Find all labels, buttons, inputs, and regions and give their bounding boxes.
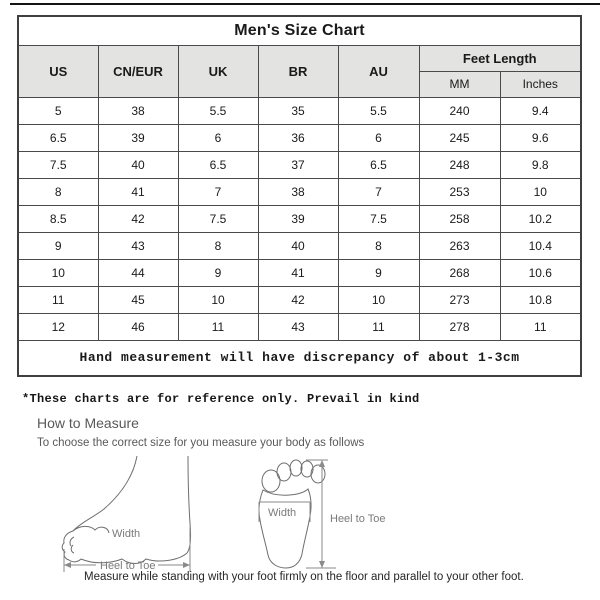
size-cell: 9.6 bbox=[499, 123, 582, 152]
how-to-measure-title: How to Measure bbox=[37, 415, 139, 431]
size-cell: 38 bbox=[97, 96, 179, 125]
size-cell: 10.6 bbox=[499, 258, 582, 287]
table-row: 5 38 5.5 35 5.5 240 9.4 bbox=[17, 96, 582, 125]
table-row: 10 44 9 41 9 268 10.6 bbox=[17, 258, 582, 287]
size-cell: 40 bbox=[97, 150, 179, 179]
header-row: US CN/EUR UK BR AU Feet Length bbox=[17, 44, 582, 98]
size-cell: 11 bbox=[17, 285, 99, 314]
col-header-cn-eur: CN/EUR bbox=[97, 44, 179, 98]
size-cell: 42 bbox=[257, 285, 339, 314]
table-row: 8 41 7 38 7 253 10 bbox=[17, 177, 582, 206]
size-cell: 42 bbox=[97, 204, 179, 233]
size-cell: 7.5 bbox=[337, 204, 420, 233]
col-header-mm: MM bbox=[418, 70, 501, 98]
side-width-label: Width bbox=[112, 528, 140, 540]
table-row: 9 43 8 40 8 263 10.4 bbox=[17, 231, 582, 260]
size-cell: 7.5 bbox=[17, 150, 99, 179]
size-cell: 43 bbox=[97, 231, 179, 260]
col-header-inches: Inches bbox=[499, 70, 582, 98]
size-cell: 8 bbox=[177, 231, 259, 260]
size-cell: 46 bbox=[97, 312, 179, 341]
sub-header-row: MM Inches bbox=[18, 70, 582, 98]
table-footer-note: Hand measurement will have discrepancy o… bbox=[17, 339, 582, 377]
size-cell: 5 bbox=[17, 96, 99, 125]
col-header-uk: UK bbox=[177, 44, 259, 98]
size-cell: 10 bbox=[177, 285, 259, 314]
size-cell: 5.5 bbox=[177, 96, 259, 125]
size-cell: 7.5 bbox=[177, 204, 259, 233]
size-cell: 258 bbox=[418, 204, 501, 233]
size-cell: 36 bbox=[257, 123, 339, 152]
reference-note: *These charts are for reference only. Pr… bbox=[22, 392, 420, 406]
size-cell: 10 bbox=[337, 285, 420, 314]
size-cell: 6.5 bbox=[337, 150, 420, 179]
size-cell: 10.2 bbox=[499, 204, 582, 233]
foot-sole-view-illustration: Width Heel to Toe bbox=[258, 459, 385, 569]
col-header-br: BR bbox=[257, 44, 339, 98]
size-cell: 43 bbox=[257, 312, 339, 341]
size-cell: 35 bbox=[257, 96, 339, 125]
size-cell: 7 bbox=[177, 177, 259, 206]
size-cell: 6.5 bbox=[17, 123, 99, 152]
size-cell: 37 bbox=[257, 150, 339, 179]
col-header-us: US bbox=[17, 44, 99, 98]
size-cell: 41 bbox=[257, 258, 339, 287]
size-cell: 6 bbox=[177, 123, 259, 152]
size-cell: 39 bbox=[257, 204, 339, 233]
size-cell: 9 bbox=[17, 231, 99, 260]
size-cell: 10 bbox=[499, 177, 582, 206]
size-cell: 7 bbox=[337, 177, 420, 206]
size-cell: 39 bbox=[97, 123, 179, 152]
size-cell: 268 bbox=[418, 258, 501, 287]
size-cell: 11 bbox=[337, 312, 420, 341]
size-cell: 6 bbox=[337, 123, 420, 152]
table-row: 8.5 42 7.5 39 7.5 258 10.2 bbox=[17, 204, 582, 233]
table-row: 6.5 39 6 36 6 245 9.6 bbox=[17, 123, 582, 152]
size-cell: 41 bbox=[97, 177, 179, 206]
size-cell: 10 bbox=[17, 258, 99, 287]
size-cell: 12 bbox=[17, 312, 99, 341]
size-cell: 9 bbox=[177, 258, 259, 287]
size-cell: 11 bbox=[177, 312, 259, 341]
size-rows-body: 5 38 5.5 35 5.5 240 9.4 6.5 39 6 36 6 245 9.6 7.5 40 6.5… bbox=[17, 96, 582, 341]
size-cell: 253 bbox=[418, 177, 501, 206]
size-cell: 8 bbox=[337, 231, 420, 260]
sole-heel-to-toe-label: Heel to Toe bbox=[330, 513, 385, 525]
size-cell: 248 bbox=[418, 150, 501, 179]
chart-title: Men's Size Chart bbox=[17, 15, 582, 46]
size-cell: 44 bbox=[97, 258, 179, 287]
size-cell: 9 bbox=[337, 258, 420, 287]
side-heel-to-toe-label: Heel to Toe bbox=[100, 560, 155, 572]
foot-side-view-illustration: Width Heel to Toe bbox=[61, 455, 192, 572]
table-row: 12 46 11 43 11 278 11 bbox=[17, 312, 582, 341]
top-divider-line bbox=[10, 3, 600, 5]
size-cell: 9.4 bbox=[499, 96, 582, 125]
sole-width-label: Width bbox=[268, 507, 296, 519]
size-cell: 10.8 bbox=[499, 285, 582, 314]
size-cell: 245 bbox=[418, 123, 501, 152]
size-cell: 240 bbox=[418, 96, 501, 125]
size-chart-table: Men's Size Chart US CN/EUR UK BR AU Feet… bbox=[17, 15, 583, 377]
size-cell: 278 bbox=[418, 312, 501, 341]
table-row: 11 45 10 42 10 273 10.8 bbox=[17, 285, 582, 314]
col-header-au: AU bbox=[337, 44, 420, 98]
title-row: Men's Size Chart bbox=[17, 15, 582, 46]
table-row: 7.5 40 6.5 37 6.5 248 9.8 bbox=[17, 150, 582, 179]
size-cell: 8 bbox=[17, 177, 99, 206]
size-cell: 40 bbox=[257, 231, 339, 260]
size-cell: 38 bbox=[257, 177, 339, 206]
size-cell: 8.5 bbox=[17, 204, 99, 233]
footer-row: Hand measurement will have discrepancy o… bbox=[17, 339, 582, 377]
size-cell: 10.4 bbox=[499, 231, 582, 260]
measure-caption: Measure while standing with your foot fi… bbox=[84, 571, 524, 583]
size-cell: 263 bbox=[418, 231, 501, 260]
size-cell: 9.8 bbox=[499, 150, 582, 179]
size-cell: 5.5 bbox=[337, 96, 420, 125]
size-cell: 273 bbox=[418, 285, 501, 314]
size-cell: 11 bbox=[499, 312, 582, 341]
size-cell: 45 bbox=[97, 285, 179, 314]
col-header-feet-length: Feet Length bbox=[418, 44, 582, 72]
size-cell: 6.5 bbox=[177, 150, 259, 179]
how-to-measure-subtitle: To choose the correct size for you measu… bbox=[37, 437, 365, 449]
